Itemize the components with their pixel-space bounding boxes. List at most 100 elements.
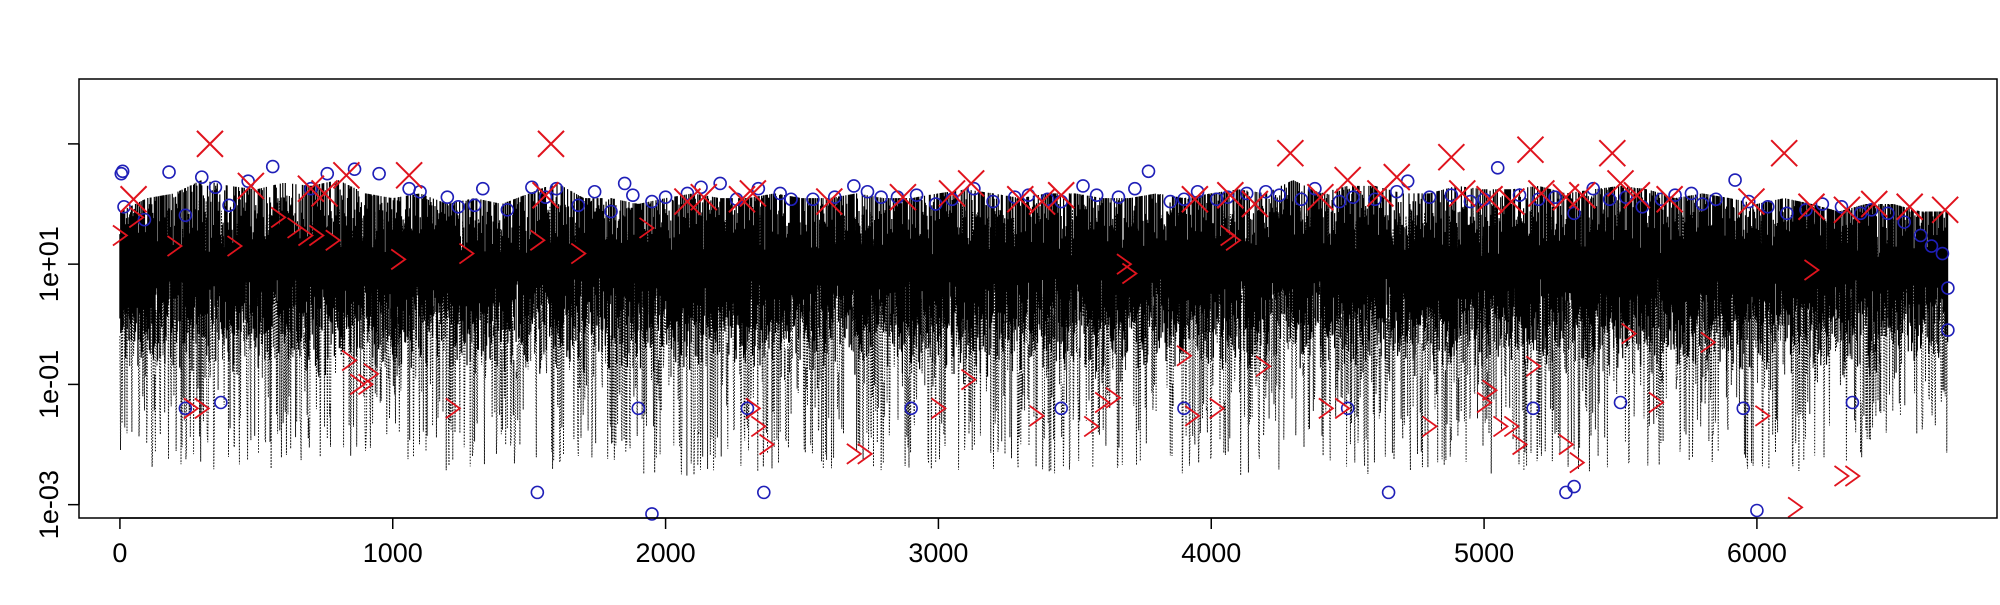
chevron-point bbox=[570, 242, 587, 265]
chevron-point bbox=[1029, 405, 1046, 427]
cross-point bbox=[1306, 183, 1335, 211]
cross-point bbox=[237, 172, 265, 200]
circle-point bbox=[1780, 206, 1794, 221]
circle-point bbox=[1815, 197, 1830, 211]
chevron-point bbox=[1492, 415, 1509, 438]
chevron-point bbox=[183, 397, 200, 420]
chevron-point bbox=[1803, 259, 1821, 281]
chevron-point bbox=[445, 397, 462, 420]
cross-point bbox=[957, 169, 985, 198]
chevron-point bbox=[1525, 355, 1542, 378]
cross-point bbox=[1655, 185, 1684, 213]
circle-point bbox=[645, 507, 659, 521]
cross-point bbox=[531, 181, 560, 209]
x-tick-label: 3000 bbox=[908, 538, 968, 568]
chevron-point bbox=[308, 224, 325, 247]
circle-point bbox=[967, 181, 981, 196]
circle-point bbox=[1294, 192, 1309, 207]
circle-point bbox=[1654, 192, 1669, 207]
circle-point bbox=[194, 170, 209, 184]
chevron-point bbox=[1318, 397, 1335, 420]
chevron-point bbox=[458, 242, 475, 265]
circle-point bbox=[806, 192, 820, 207]
cross-point bbox=[1448, 179, 1476, 208]
circle-point bbox=[372, 166, 386, 181]
cross-point bbox=[1497, 187, 1526, 216]
chevron-point bbox=[1225, 229, 1242, 251]
chevron-point bbox=[349, 373, 366, 396]
x-tick-label: 1000 bbox=[363, 538, 423, 568]
circle-point bbox=[1668, 188, 1682, 203]
circle-point bbox=[874, 190, 888, 204]
circle-point bbox=[784, 192, 798, 207]
chevron-point bbox=[638, 217, 656, 239]
circle-point bbox=[773, 186, 787, 201]
circle-point bbox=[645, 194, 659, 209]
cross-point bbox=[1931, 196, 1959, 224]
circle-point bbox=[440, 190, 455, 204]
cross-point bbox=[889, 183, 917, 211]
chevron-point bbox=[226, 235, 244, 257]
circle-point bbox=[1761, 199, 1775, 214]
cross-point bbox=[1028, 187, 1056, 216]
circle-point bbox=[1239, 186, 1254, 201]
cross-point bbox=[1797, 193, 1826, 221]
cross-point bbox=[1333, 166, 1362, 194]
circle-point bbox=[222, 198, 236, 213]
circle-point bbox=[475, 181, 490, 196]
cross-point bbox=[1006, 185, 1034, 213]
chevron-point bbox=[297, 224, 314, 247]
cross-point bbox=[1895, 193, 1924, 221]
chevron-point bbox=[750, 415, 767, 438]
circle-point bbox=[1567, 479, 1581, 494]
cross-point bbox=[332, 161, 361, 190]
chevron-point bbox=[1833, 465, 1851, 487]
chevron-point bbox=[128, 206, 145, 229]
circle-point bbox=[1512, 188, 1527, 203]
cross-point bbox=[1737, 187, 1766, 216]
cross-marker-series bbox=[119, 130, 1959, 224]
cross-point bbox=[1606, 169, 1635, 198]
circle-point bbox=[214, 395, 228, 410]
circle-point bbox=[1444, 188, 1459, 203]
circle-point bbox=[680, 186, 695, 201]
dotted-line-series bbox=[119, 180, 1949, 476]
circle-point bbox=[1054, 401, 1068, 416]
chevron-point bbox=[112, 224, 129, 247]
circle-point bbox=[1736, 401, 1751, 416]
circle-point bbox=[178, 401, 193, 416]
chevron-point bbox=[857, 443, 874, 465]
circle-point bbox=[1332, 194, 1347, 209]
cross-point bbox=[1047, 181, 1075, 209]
circle-point bbox=[320, 166, 335, 181]
circle-point bbox=[1340, 401, 1355, 416]
circle-point bbox=[1346, 190, 1360, 204]
chevron-point bbox=[390, 248, 407, 271]
cross-point bbox=[673, 187, 702, 216]
chevron-point bbox=[1083, 415, 1100, 438]
cross-point bbox=[1623, 181, 1651, 209]
cross-point bbox=[1860, 190, 1888, 218]
circle-point bbox=[1881, 206, 1895, 221]
circle-point bbox=[587, 184, 602, 199]
chevron-point bbox=[1421, 415, 1439, 438]
chevron-point bbox=[1209, 397, 1226, 420]
circle-point bbox=[1619, 190, 1633, 204]
cross-point bbox=[1516, 136, 1545, 164]
circle-point bbox=[1750, 503, 1764, 518]
circle-point bbox=[617, 176, 632, 191]
circle-point bbox=[1935, 246, 1950, 261]
circle-point bbox=[1490, 161, 1505, 175]
circle-point bbox=[530, 485, 545, 500]
circle-point bbox=[549, 181, 564, 196]
chevron-point bbox=[1255, 355, 1272, 378]
chevron-point bbox=[529, 229, 546, 251]
chevron-point bbox=[166, 235, 184, 257]
circle-point bbox=[137, 212, 152, 227]
chevron-point bbox=[1184, 405, 1201, 427]
circle-point bbox=[1941, 281, 1955, 295]
chevron-point bbox=[357, 373, 375, 396]
circle-point bbox=[304, 181, 318, 196]
chevron-point bbox=[1121, 262, 1138, 285]
